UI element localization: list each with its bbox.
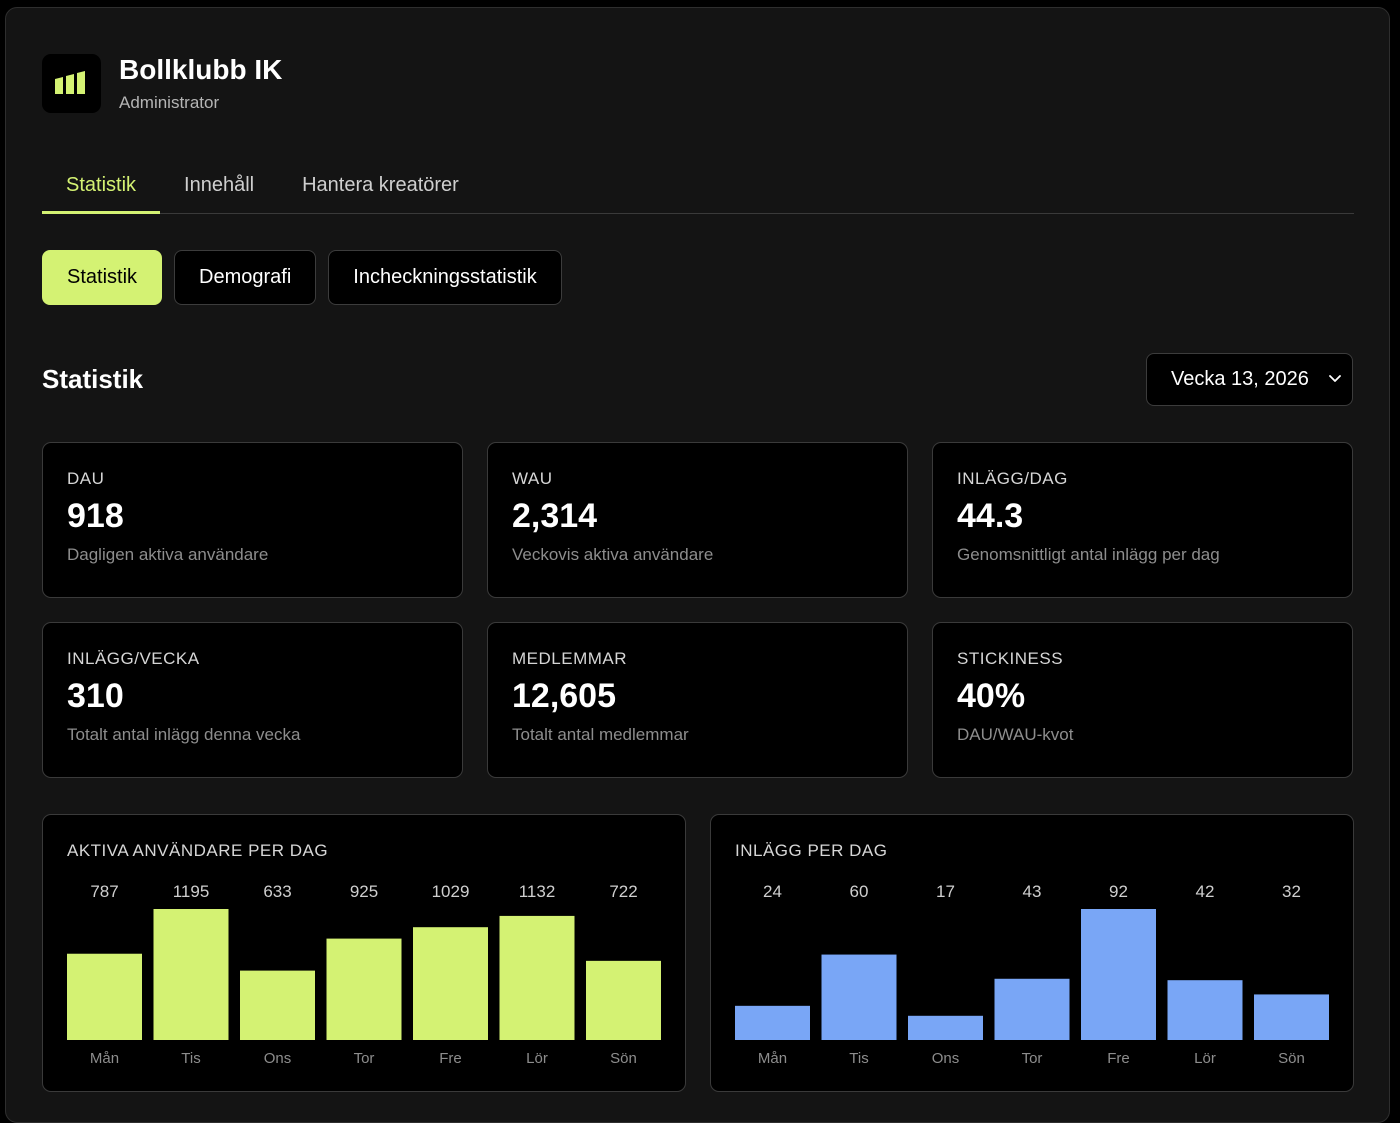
chart-active-users: AKTIVA ANVÄNDARE PER DAG 787 Mån 1195 Tis 63… (42, 814, 686, 1092)
category-label: Tis (849, 1050, 868, 1067)
card-label: DAU (67, 469, 105, 488)
bar-tor (326, 938, 402, 1040)
tab-statistik[interactable]: Statistik (42, 168, 161, 214)
week-select-value: Vecka 13, 2026 (1171, 368, 1309, 390)
bar-value-label: 60 (850, 882, 869, 901)
card-value: 310 (67, 677, 124, 715)
category-label: Ons (264, 1050, 292, 1067)
card-value: 12,605 (512, 677, 616, 715)
bar-sön (586, 960, 661, 1040)
subtab-statistik[interactable]: Statistik (42, 250, 163, 305)
card-label: STICKINESS (957, 649, 1064, 668)
bar-value-label: 1195 (173, 882, 210, 901)
card-label: WAU (512, 469, 553, 488)
bar-value-label: 925 (350, 882, 378, 901)
card-value: 2,314 (512, 497, 598, 535)
category-label: Lör (1194, 1050, 1216, 1067)
stat-card-stickiness: STICKINESS 40% DAU/WAU-kvot (932, 622, 1353, 778)
bar-fre (413, 927, 488, 1040)
bar-value-label: 1029 (432, 882, 470, 901)
bar-fre (1081, 909, 1156, 1040)
bar-mån (67, 953, 142, 1040)
bar-sön (1254, 994, 1329, 1040)
dashboard-window: Bollklubb IK Administrator Statistik Inn… (5, 7, 1390, 1123)
chart-title: AKTIVA ANVÄNDARE PER DAG (67, 841, 329, 860)
chart-columns-icon (54, 71, 85, 94)
bar-value-label: 43 (1023, 882, 1042, 901)
chart-posts: INLÄGG PER DAG 24 Mån 60 Tis 17 Ons 43 Tor 92 Fre… (710, 814, 1354, 1092)
main-tabs: Statistik Innehåll Hantera kreatörer (42, 168, 1354, 214)
week-select[interactable]: Vecka 13, 2026 (1146, 353, 1353, 406)
bar-mån (735, 1005, 810, 1040)
sub-tabs: Statistik Demografi Incheckningsstatisti… (42, 250, 562, 305)
stat-card-dau: DAU 918 Dagligen aktiva användare (42, 442, 463, 598)
bar-ons (240, 970, 315, 1040)
card-label: MEDLEMMAR (512, 649, 628, 668)
bar-value-label: 1132 (519, 882, 556, 901)
card-value: 40% (957, 677, 1026, 715)
stat-card-posts-per-day: INLÄGG/DAG 44.3 Genomsnittligt antal inl… (932, 442, 1353, 598)
bar-ons (908, 1015, 983, 1040)
card-desc: Dagligen aktiva användare (67, 545, 269, 564)
org-header: Bollklubb IK Administrator (42, 53, 282, 113)
category-label: Mån (90, 1050, 119, 1067)
category-label: Sön (1278, 1050, 1305, 1067)
bar-tis (821, 954, 897, 1040)
bar-lör (1167, 980, 1243, 1040)
chart-active-users-svg: 787 Mån 1195 Tis 633 Ons 925 Tor 1029 Fre 1132 Lör 7… (67, 882, 661, 1067)
bar-value-label: 17 (936, 882, 955, 901)
chart-posts-svg: 24 Mån 60 Tis 17 Ons 43 Tor 92 Fre 42 Lör 32 Sön (735, 882, 1329, 1067)
card-desc: DAU/WAU-kvot (957, 725, 1074, 744)
card-label: INLÄGG/VECKA (67, 649, 200, 668)
bar-value-label: 92 (1109, 882, 1128, 901)
stat-card-members: MEDLEMMAR 12,605 Totalt antal medlemmar (487, 622, 908, 778)
category-label: Lör (526, 1050, 548, 1067)
category-label: Tor (354, 1050, 375, 1067)
bar-value-label: 24 (763, 882, 782, 901)
bar-value-label: 633 (263, 882, 291, 901)
subtab-demografi[interactable]: Demografi (174, 250, 317, 305)
subtab-incheckningsstatistik[interactable]: Incheckningsstatistik (328, 250, 562, 305)
bar-value-label: 722 (609, 882, 637, 901)
chevron-down-icon (1329, 375, 1341, 382)
bar-tis (153, 909, 229, 1040)
org-role: Administrator (119, 93, 220, 112)
category-label: Tis (181, 1050, 200, 1067)
category-label: Fre (1107, 1050, 1130, 1067)
tab-innehall[interactable]: Innehåll (184, 174, 255, 196)
card-desc: Veckovis aktiva användare (512, 545, 714, 564)
org-logo (42, 53, 101, 113)
card-desc: Totalt antal medlemmar (512, 725, 689, 744)
card-value: 918 (67, 497, 124, 535)
category-label: Fre (439, 1050, 462, 1067)
stat-card-wau: WAU 2,314 Veckovis aktiva användare (487, 442, 908, 598)
category-label: Ons (932, 1050, 960, 1067)
section-title: Statistik (42, 364, 144, 394)
category-label: Mån (758, 1050, 787, 1067)
category-label: Sön (610, 1050, 637, 1067)
card-desc: Genomsnittligt antal inlägg per dag (957, 545, 1220, 564)
card-label: INLÄGG/DAG (957, 469, 1068, 488)
chart-title: INLÄGG PER DAG (735, 841, 888, 860)
tab-hantera-kreatorer[interactable]: Hantera kreatörer (302, 174, 459, 196)
bar-value-label: 42 (1196, 882, 1215, 901)
card-desc: Totalt antal inlägg denna vecka (67, 725, 301, 744)
bar-tor (994, 978, 1070, 1040)
stat-cards: DAU 918 Dagligen aktiva användare WAU 2,… (42, 442, 1354, 778)
category-label: Tor (1022, 1050, 1043, 1067)
bar-lör (499, 915, 575, 1040)
bar-value-label: 32 (1282, 882, 1301, 901)
card-value: 44.3 (957, 497, 1024, 535)
org-name: Bollklubb IK (119, 54, 283, 85)
stat-card-posts-per-week: INLÄGG/VECKA 310 Totalt antal inlägg den… (42, 622, 463, 778)
bar-value-label: 787 (90, 882, 118, 901)
